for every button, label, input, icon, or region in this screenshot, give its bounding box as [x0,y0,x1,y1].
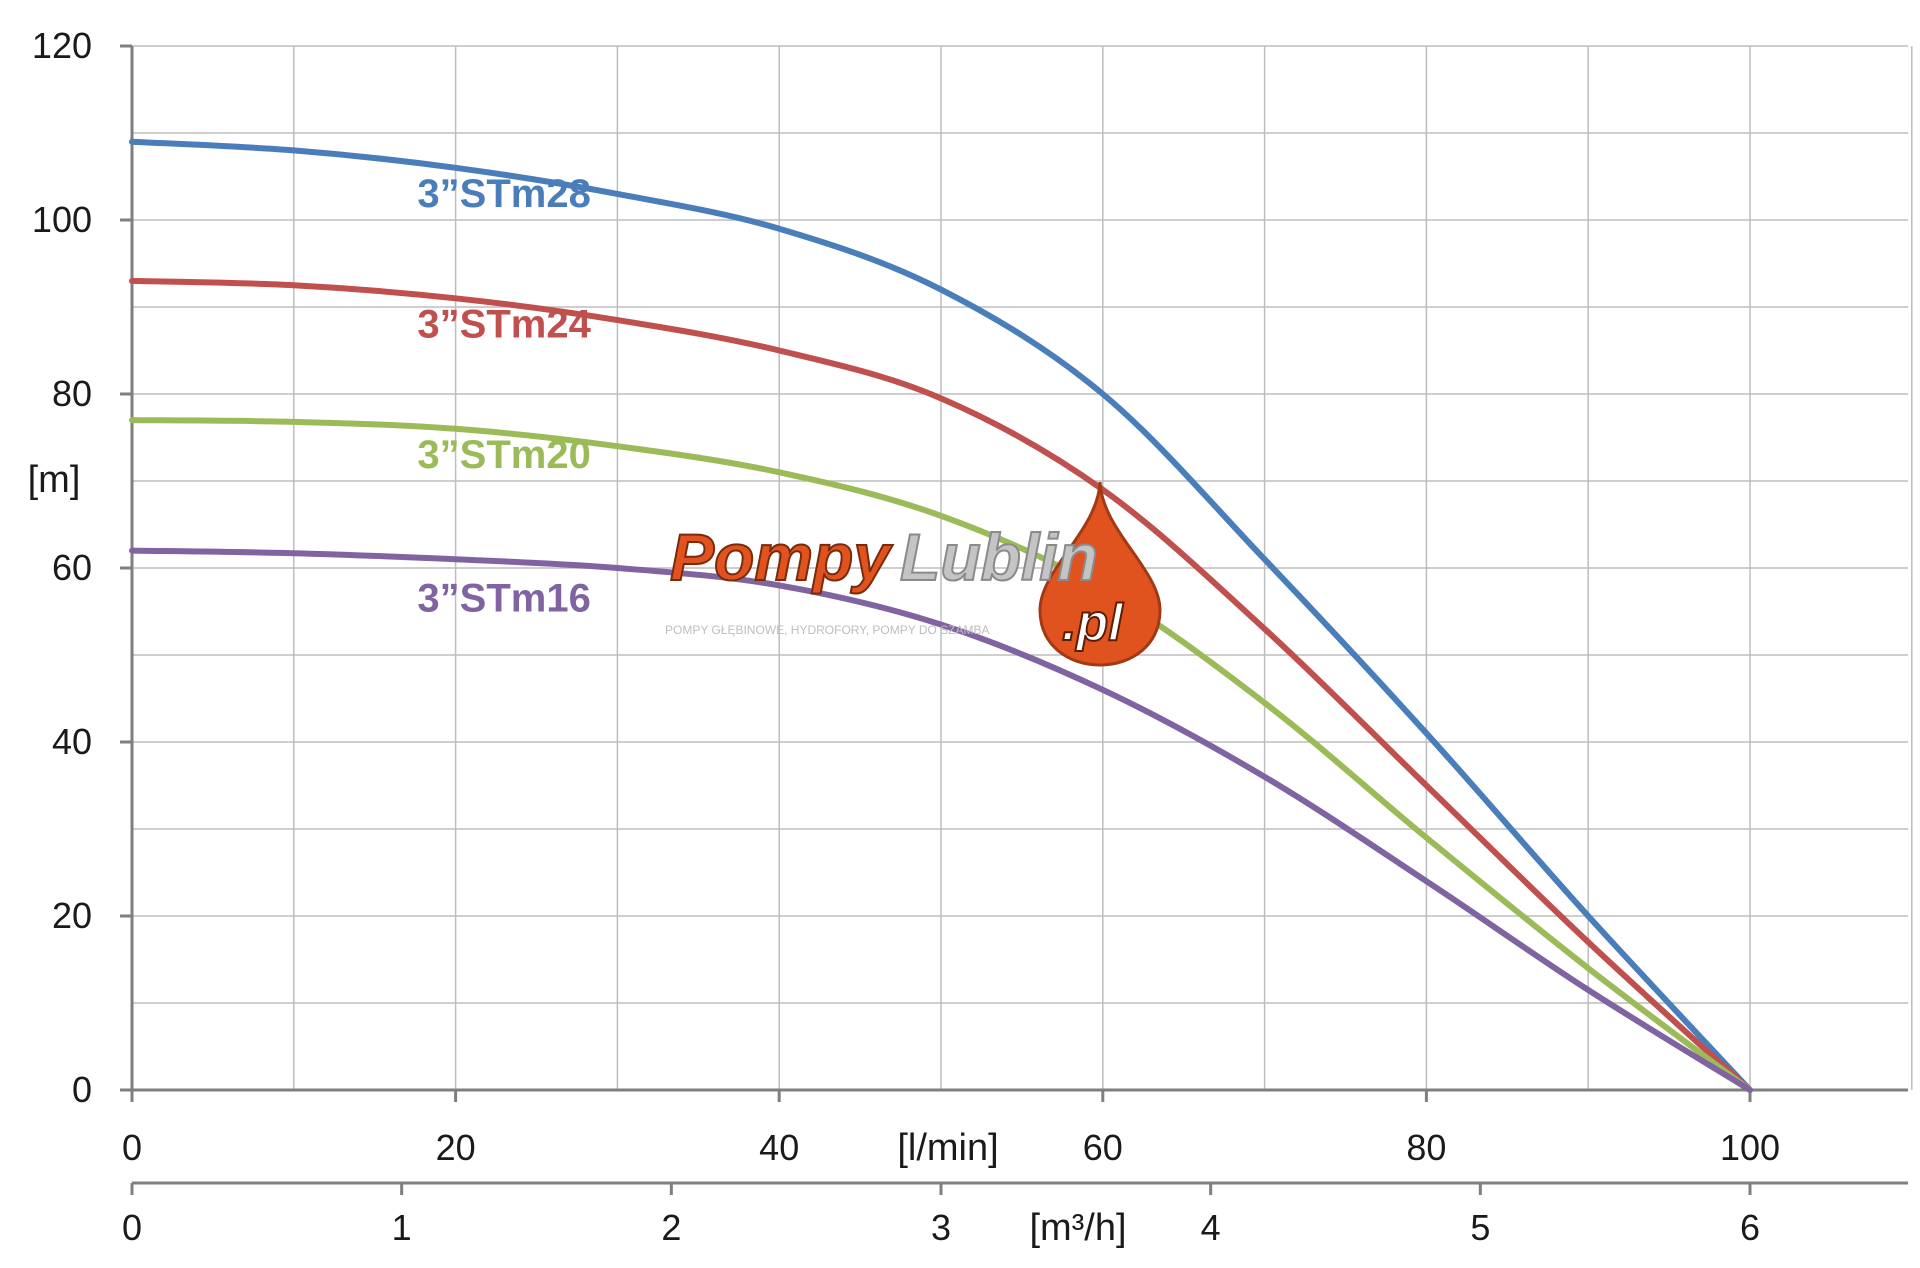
y-axis-ticks: 0 20 40 60 80 100 120 [32,25,92,1110]
x-tick-label: 80 [1406,1127,1446,1168]
series-line-stm24 [129,277,1753,1093]
x-tick-label: 0 [122,1127,142,1168]
y-tick-label: 0 [72,1069,92,1110]
y-tick-label: 60 [52,547,92,588]
x2-tick-label: 2 [661,1207,681,1248]
series-label-stm20: 3”STm20 [417,433,590,477]
y-tick-label: 40 [52,721,92,762]
x-tick-label: 60 [1083,1127,1123,1168]
watermark-logo: Pompy Lublin .pl POMPY GŁĘBINOWE, HYDROF… [665,481,1162,667]
x-axis-primary-ticks: 0 20 40 60 80 100 [122,1127,1780,1168]
x2-tick-label: 6 [1740,1207,1760,1248]
x-axis-secondary-ticks: 0 1 2 3 4 5 6 [122,1207,1760,1248]
series-label-stm28: 3”STm28 [417,172,590,216]
series-label-stm16: 3”STm16 [417,577,590,621]
y-tick-label: 100 [32,199,92,240]
x-axis-primary-unit: [l/min] [897,1127,998,1169]
x2-tick-label: 5 [1470,1207,1490,1248]
y-axis-label: [m] [28,459,81,501]
logo-brand-part2: Lublin [900,520,1098,594]
series-line-stm16 [129,547,1753,1093]
y-tick-label: 80 [52,373,92,414]
grid [131,45,1913,1090]
x2-tick-label: 0 [122,1207,142,1248]
x-tick-label: 100 [1720,1127,1780,1168]
x-axis-secondary-unit: [m³/h] [1029,1207,1126,1249]
x2-tick-label: 1 [392,1207,412,1248]
logo-drop-icon [1038,481,1162,667]
logo-tagline: POMPY GŁĘBINOWE, HYDROFORY, POMPY DO SZA… [665,623,990,637]
series-labels: 3”STm28 3”STm24 3”STm20 3”STm16 [417,172,591,621]
series-line-stm20 [129,417,1753,1093]
y-tick-label: 20 [52,895,92,936]
series-lines [129,138,1753,1093]
logo-brand-part1: Pompy [670,520,893,594]
axes [120,44,1908,1195]
logo-drop-text: .pl [1062,594,1124,652]
x2-tick-label: 4 [1201,1207,1221,1248]
x2-tick-label: 3 [931,1207,951,1248]
x-tick-label: 40 [759,1127,799,1168]
series-line-stm28 [129,138,1753,1093]
y-tick-label: 120 [32,25,92,66]
series-label-stm24: 3”STm24 [417,302,591,346]
x-tick-label: 20 [436,1127,476,1168]
